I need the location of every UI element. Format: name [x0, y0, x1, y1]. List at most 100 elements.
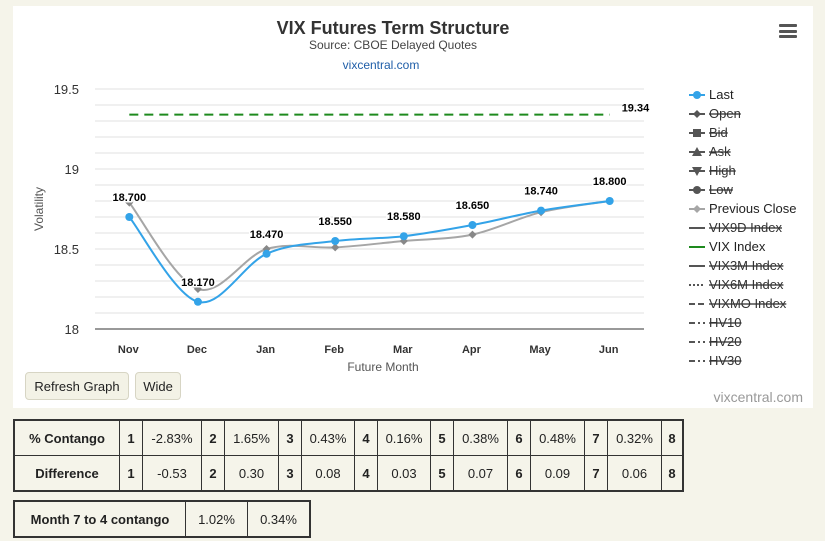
legend-marker [693, 186, 701, 194]
data-label: 18.550 [318, 216, 352, 228]
data-label: 18.650 [456, 200, 490, 212]
previous-close-point [125, 198, 134, 207]
legend-label: Ask [709, 144, 731, 159]
legend-item[interactable]: Last [689, 87, 734, 102]
legend-item[interactable]: HV30 [689, 353, 742, 368]
legend-item[interactable]: Previous Close [689, 201, 796, 216]
month-number: 8 [661, 455, 684, 492]
legend-item[interactable]: Ask [689, 144, 731, 159]
contango-value: 0.09 [530, 455, 585, 492]
wide-button[interactable]: Wide [135, 372, 181, 400]
month-number: 8 [661, 419, 684, 456]
month-number: 6 [507, 455, 531, 492]
legend-item[interactable]: HV20 [689, 334, 742, 349]
legend-marker [693, 110, 701, 118]
y-tick-label: 19.5 [54, 82, 79, 97]
x-tick-label: Apr [462, 344, 482, 356]
row-label: % Contango [13, 419, 120, 456]
contango-value: 0.32% [607, 419, 662, 456]
legend-label: Previous Close [709, 201, 796, 216]
legend-label: VIX3M Index [709, 258, 784, 273]
contango-value: 0.07 [453, 455, 508, 492]
refresh-graph-button[interactable]: Refresh Graph [25, 372, 129, 400]
month-number: 4 [354, 455, 378, 492]
month-number: 3 [278, 455, 302, 492]
data-label: 18.700 [112, 192, 146, 204]
month-number: 1 [119, 419, 143, 456]
contango-value: 0.03 [377, 455, 431, 492]
legend-item[interactable]: High [689, 163, 736, 178]
contango-value: 0.08 [301, 455, 355, 492]
y-axis-title: Volatility [32, 187, 46, 231]
data-label: 18.800 [593, 176, 627, 188]
chart-title: VIX Futures Term Structure [277, 18, 510, 38]
legend-marker [693, 205, 701, 213]
last-point [331, 237, 340, 245]
contango-value: 0.30 [224, 455, 279, 492]
chart-credit[interactable]: vixcentral.com [714, 389, 803, 405]
contango-value: 0.43% [301, 419, 355, 456]
contango-row: % Contango 1 -2.83% 2 1.65% 3 0.43% 4 0.16% 5 0.38… [13, 419, 684, 456]
legend-item[interactable]: VIX Index [689, 239, 766, 254]
month-number: 7 [584, 419, 608, 456]
x-tick-label: Mar [393, 344, 413, 356]
contango-table: % Contango 1 -2.83% 2 1.65% 3 0.43% 4 0.16% 5 0.38… [13, 419, 684, 492]
legend-label: VIXMO Index [709, 296, 787, 311]
legend-label: HV30 [709, 353, 742, 368]
x-tick-label: Nov [118, 344, 140, 356]
month-number: 5 [430, 419, 454, 456]
legend-item[interactable]: VIX9D Index [689, 220, 782, 235]
previous-close-point [193, 285, 202, 293]
source-link[interactable]: vixcentral.com [343, 58, 420, 72]
month-number: 2 [201, 419, 225, 456]
contango-value: 0.16% [377, 419, 431, 456]
legend-item[interactable]: VIX6M Index [689, 277, 784, 292]
month-number: 7 [584, 455, 608, 492]
contango-value: 0.06 [607, 455, 662, 492]
x-axis-title: Future Month [347, 360, 418, 374]
contango-row: Difference 1 -0.53 2 0.30 3 0.08 4 0.03 5 0.07 6 0.0… [13, 455, 684, 492]
last-point [605, 197, 614, 205]
last-point [125, 213, 134, 221]
legend-marker [692, 147, 702, 156]
vix-index-label: 19.34 [622, 103, 650, 115]
contango-value: -0.53 [142, 455, 202, 492]
legend-label: VIX Index [709, 239, 766, 254]
legend-item[interactable]: HV10 [689, 315, 742, 330]
legend-label: HV10 [709, 315, 742, 330]
previous-close-point [331, 243, 340, 252]
last-point [193, 297, 202, 306]
legend-label: Last [709, 87, 734, 102]
legend-label: VIX6M Index [709, 277, 784, 292]
month74-value-2: 0.34% [247, 500, 311, 538]
y-tick-label: 18.5 [54, 242, 79, 257]
previous-close-point [468, 230, 477, 239]
legend-item[interactable]: VIX3M Index [689, 258, 784, 273]
y-tick-label: 18 [65, 322, 79, 337]
term-structure-chart: VIX Futures Term Structure Source: CBOE … [32, 18, 803, 405]
x-tick-label: Dec [187, 344, 207, 356]
hamburger-menu-icon[interactable] [779, 24, 797, 38]
row-label: Difference [13, 455, 120, 492]
last-point [537, 206, 546, 215]
month-7-to-4-table: Month 7 to 4 contango 1.02% 0.34% [13, 500, 311, 538]
legend-label: High [709, 163, 736, 178]
month-number: 6 [507, 419, 531, 456]
data-label: 18.740 [524, 186, 558, 198]
legend-item[interactable]: Bid [689, 125, 728, 140]
legend-label: VIX9D Index [709, 220, 782, 235]
data-label: 18.170 [181, 277, 215, 289]
last-point [468, 221, 477, 229]
legend-item[interactable]: Low [689, 182, 733, 197]
legend-label: HV20 [709, 334, 742, 349]
contango-value: 0.38% [453, 419, 508, 456]
legend-item[interactable]: VIXMO Index [689, 296, 787, 311]
month-number: 5 [430, 455, 454, 492]
month74-label: Month 7 to 4 contango [13, 500, 186, 538]
legend-label: Open [709, 106, 741, 121]
month-number: 1 [119, 455, 143, 492]
contango-value: 1.65% [224, 419, 279, 456]
legend-marker [692, 167, 702, 176]
legend-item[interactable]: Open [689, 106, 741, 121]
data-label: 18.470 [250, 229, 284, 241]
